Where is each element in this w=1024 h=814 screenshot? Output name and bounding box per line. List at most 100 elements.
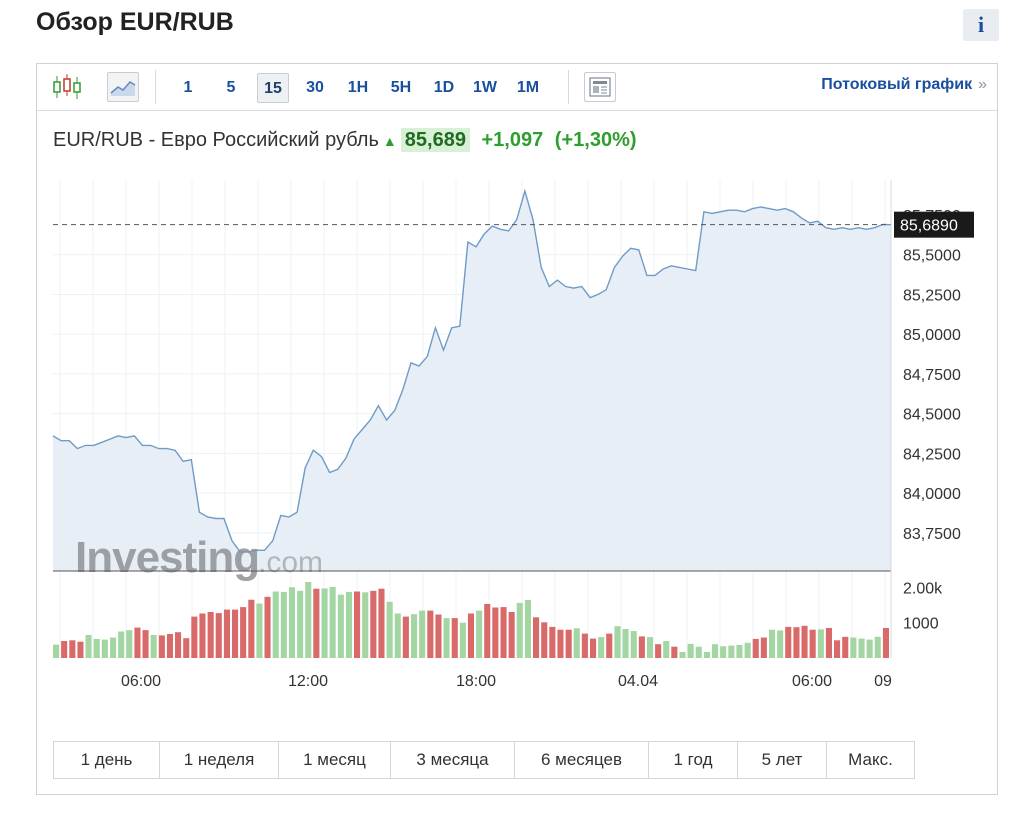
volume-bar xyxy=(411,614,418,658)
volume-bar xyxy=(760,637,767,658)
volume-bar xyxy=(524,600,531,658)
price-change: +1,097 xyxy=(481,129,544,151)
x-tick-label: 09 xyxy=(874,673,892,690)
investing-watermark: Investing xyxy=(75,533,259,582)
range-1-day[interactable]: 1 день xyxy=(54,742,160,778)
volume-bar xyxy=(687,643,694,658)
volume-bar xyxy=(777,630,784,658)
interval-1w[interactable]: 1W xyxy=(473,79,497,96)
time-range-selector: 1 день 1 неделя 1 месяц 3 месяца 6 месяц… xyxy=(53,741,915,779)
range-max[interactable]: Макс. xyxy=(827,742,914,778)
volume-bar xyxy=(622,629,629,658)
volume-bar xyxy=(769,629,776,658)
chart-panel: 1 5 15 30 1H 5H 1D 1W 1M Потоковый графи… xyxy=(36,63,998,795)
price-change-percent: (+1,30%) xyxy=(554,129,637,151)
chevron-right-icon: » xyxy=(978,76,987,93)
info-button[interactable]: i xyxy=(963,9,999,41)
x-tick-label: 06:00 xyxy=(792,673,832,690)
volume-bar xyxy=(842,636,849,658)
volume-bar xyxy=(256,603,263,658)
volume-bar xyxy=(378,588,385,658)
y-tick-label: 85,0000 xyxy=(903,327,961,344)
range-6-months[interactable]: 6 месяцев xyxy=(515,742,649,778)
y-tick-label: 84,0000 xyxy=(903,486,961,503)
volume-bar xyxy=(508,612,515,658)
current-price-badge xyxy=(894,211,974,238)
streaming-chart-link[interactable]: Потоковый график » xyxy=(821,76,987,94)
volume-bar xyxy=(345,591,352,658)
volume-bar xyxy=(199,613,206,658)
volume-bar xyxy=(541,622,548,658)
volume-bar xyxy=(297,590,304,658)
volume-bar xyxy=(207,612,214,658)
price-area xyxy=(53,191,891,571)
x-tick-label: 06:00 xyxy=(121,673,161,690)
volume-bar xyxy=(655,644,662,658)
volume-bar xyxy=(232,609,239,658)
volume-bar xyxy=(305,582,312,658)
volume-bar xyxy=(69,640,76,658)
volume-bar xyxy=(492,607,499,658)
range-1-year[interactable]: 1 год xyxy=(649,742,738,778)
toolbar-divider xyxy=(568,70,569,104)
interval-30[interactable]: 30 xyxy=(306,79,324,96)
arrow-up-icon: ▲ xyxy=(382,133,397,149)
volume-bar xyxy=(183,638,190,658)
y-tick-label: 84,7500 xyxy=(903,367,961,384)
volume-bar xyxy=(175,632,182,658)
volume-bar xyxy=(720,646,727,658)
volume-bar xyxy=(467,613,474,658)
range-5-years[interactable]: 5 лет xyxy=(738,742,827,778)
volume-bar xyxy=(882,628,889,658)
interval-1d[interactable]: 1D xyxy=(433,79,455,96)
volume-bar xyxy=(671,646,678,658)
volume-bar xyxy=(150,635,157,658)
volume-bar xyxy=(329,586,336,658)
volume-bar xyxy=(752,638,759,658)
volume-bar xyxy=(93,638,100,658)
area-chart-icon[interactable] xyxy=(107,72,139,102)
volume-tick-label: 2.00k xyxy=(903,580,943,597)
range-3-months[interactable]: 3 месяца xyxy=(391,742,515,778)
volume-bar xyxy=(191,616,198,658)
interval-5[interactable]: 5 xyxy=(226,79,236,96)
interval-15[interactable]: 15 xyxy=(257,73,289,103)
x-tick-label: 18:00 xyxy=(456,673,496,690)
volume-bar xyxy=(321,588,328,658)
volume-bar xyxy=(679,652,686,658)
y-tick-label: 85,2500 xyxy=(903,287,961,304)
volume-bar xyxy=(565,629,572,658)
y-tick-label: 84,2500 xyxy=(903,446,961,463)
volume-bar xyxy=(500,607,507,658)
volume-bar xyxy=(549,626,556,658)
volume-bar xyxy=(77,641,84,658)
volume-bar xyxy=(337,594,344,658)
volume-bar xyxy=(557,629,564,658)
range-1-week[interactable]: 1 неделя xyxy=(160,742,279,778)
volume-bar xyxy=(223,609,230,658)
volume-bar xyxy=(728,645,735,658)
interval-1[interactable]: 1 xyxy=(183,79,193,96)
volume-bar xyxy=(53,644,60,658)
volume-bar xyxy=(638,636,645,658)
volume-bar xyxy=(215,613,222,658)
volume-bar xyxy=(451,618,458,658)
quote-header: EUR/RUB - Евро Российский рубль ▲ 85,689 +… xyxy=(53,128,637,152)
volume-bar xyxy=(858,638,865,658)
volume-bar xyxy=(484,603,491,658)
current-price-badge-label: 85,6890 xyxy=(900,218,958,235)
x-tick-label: 12:00 xyxy=(288,673,328,690)
volume-bar xyxy=(712,644,719,658)
volume-bar xyxy=(801,625,808,658)
interval-1m[interactable]: 1M xyxy=(516,79,540,96)
volume-bar xyxy=(386,601,393,658)
candlestick-chart-icon[interactable] xyxy=(51,72,83,102)
news-overlay-icon[interactable] xyxy=(584,72,616,102)
interval-5h[interactable]: 5H xyxy=(390,79,412,96)
range-1-month[interactable]: 1 месяц xyxy=(279,742,391,778)
volume-bar xyxy=(834,640,841,658)
volume-bar xyxy=(264,596,271,658)
y-tick-label: 83,7500 xyxy=(903,526,961,543)
interval-1h[interactable]: 1H xyxy=(347,79,369,96)
